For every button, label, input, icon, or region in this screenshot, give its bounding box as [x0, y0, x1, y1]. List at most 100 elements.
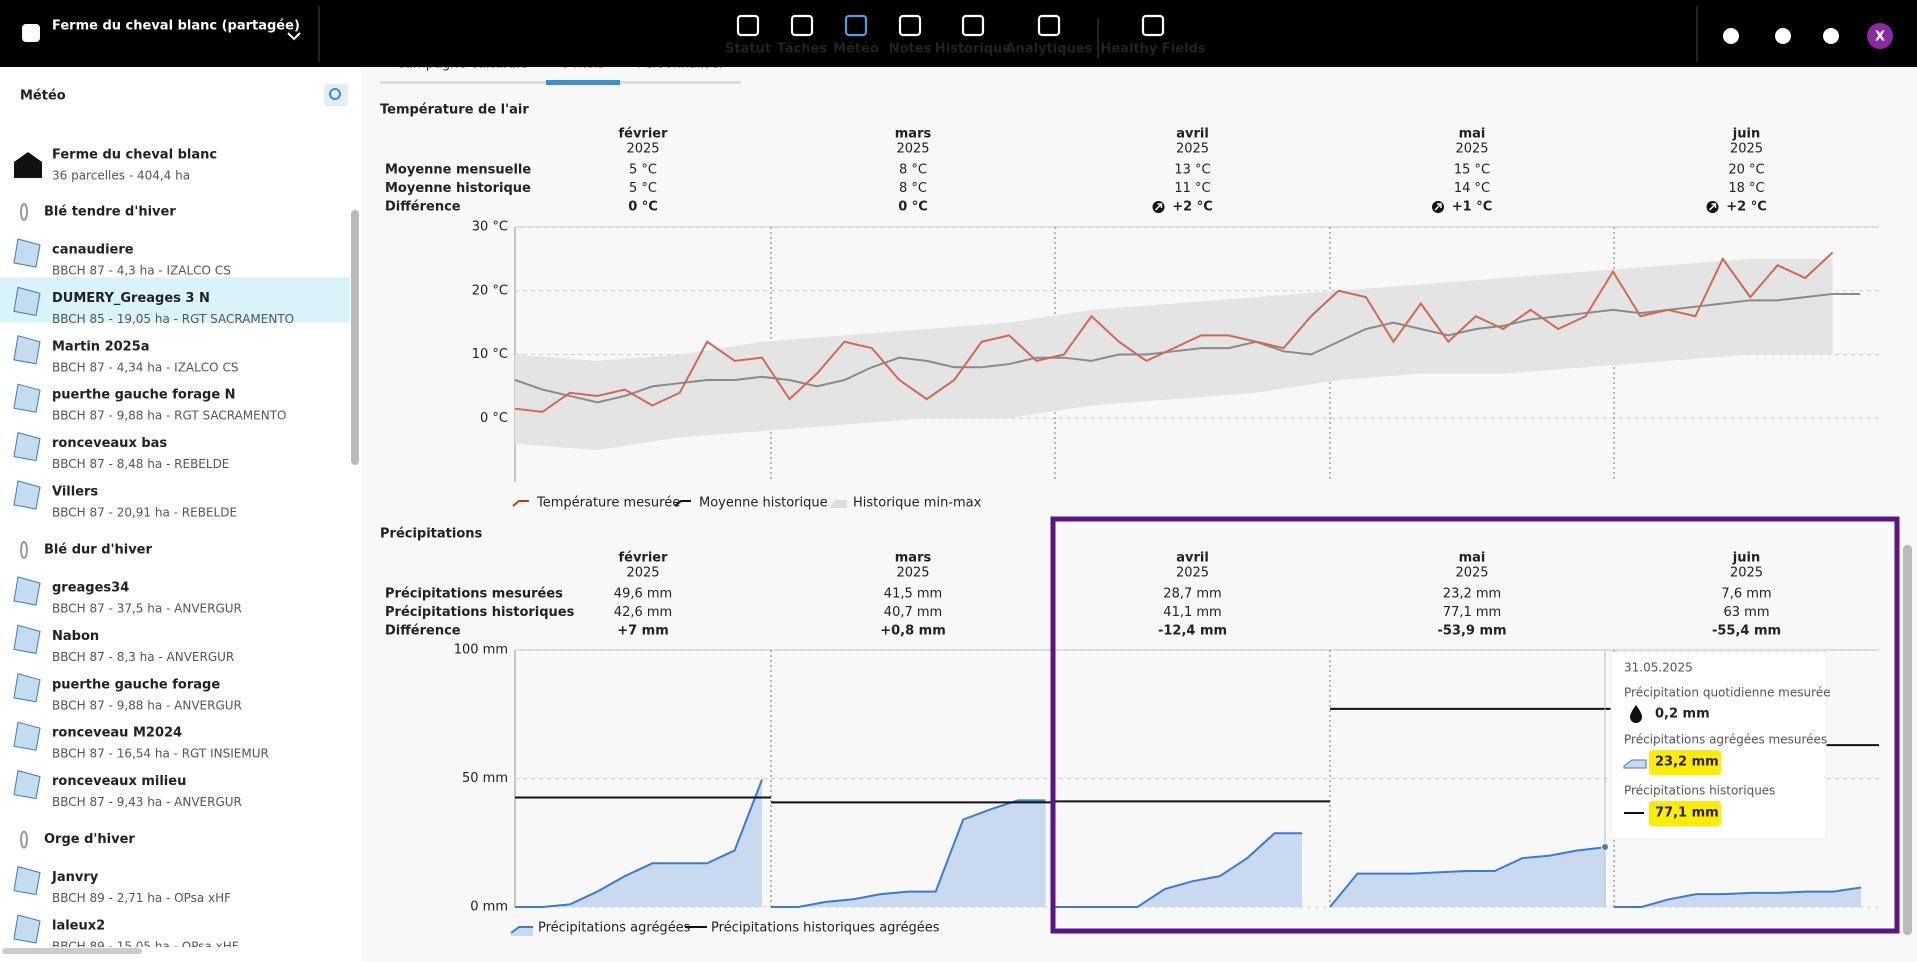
difference: +2 °C: [1726, 200, 1767, 215]
parcel-icon: [13, 865, 41, 896]
parcel-name[interactable]: Villers: [52, 485, 98, 500]
parcel-icon: [13, 721, 41, 751]
aggregated-area: [1055, 833, 1303, 907]
agg-icon: [1623, 759, 1647, 769]
nav-icon: [961, 14, 985, 37]
parcel-name[interactable]: Janvry: [51, 870, 99, 885]
legend-swatch: [674, 500, 691, 507]
farm-selector[interactable]: Ferme du cheval blanc (partagée): [52, 19, 300, 34]
parcel-icon: [13, 673, 41, 703]
month-name: mars: [895, 127, 932, 142]
historical: 42,6 mm: [614, 605, 672, 620]
parcel-name[interactable]: puerthe gauche forage: [52, 677, 220, 692]
header-icon[interactable]: [1823, 28, 1839, 44]
parcel-sub: BBCH 87 - 37,5 ha - ANVERGUR: [52, 602, 242, 616]
tooltip-aggregated-label: Précipitations agrégées mesurées: [1624, 733, 1827, 747]
nav-item[interactable]: Analytiques: [1006, 42, 1093, 57]
section-title: Température de l'air: [380, 103, 529, 118]
parcel-sub: BBCH 87 - 4,34 ha - IZALCO CS: [52, 360, 238, 374]
y-tick-label: 50 mm: [462, 771, 508, 786]
main-scrollbar[interactable]: [1903, 545, 1912, 935]
parcel-name[interactable]: ronceveau M2024: [52, 726, 182, 741]
group-name: Orge d'hiver: [44, 832, 135, 847]
crop-icon: [20, 541, 28, 559]
y-tick-label: 0 mm: [470, 900, 508, 915]
measured: 8 °C: [899, 163, 927, 178]
nav-item[interactable]: Météo: [833, 42, 879, 57]
nav-icon: [898, 14, 922, 37]
y-tick-label: 20 °C: [472, 283, 508, 298]
measured: 49,6 mm: [614, 587, 672, 602]
month-name: mars: [895, 551, 932, 566]
nav-item[interactable]: Tâches: [777, 42, 827, 57]
header-icon[interactable]: [1723, 28, 1739, 44]
parcel-icon: [13, 431, 41, 462]
month-name: juin: [1732, 127, 1760, 142]
parcel-name[interactable]: greages34: [52, 581, 129, 596]
user-initial: X: [1875, 30, 1885, 45]
difference: +0,8 mm: [880, 624, 946, 639]
legend-label: Moyenne historique: [699, 496, 828, 511]
legend-label: Précipitations historiques agrégées: [711, 921, 940, 936]
nav-item[interactable]: Historique: [935, 42, 1012, 57]
parcel-name[interactable]: laleux2: [52, 919, 105, 934]
parcel-sub: BBCH 87 - 20,91 ha - REBELDE: [52, 506, 237, 520]
farm-name[interactable]: Ferme du cheval blanc: [52, 148, 217, 163]
parcel-name[interactable]: ronceveaux milieu: [52, 774, 186, 789]
legend-label: Température mesurée: [536, 496, 680, 511]
historical-band: [515, 258, 1833, 451]
nav-item[interactable]: Notes: [889, 42, 932, 57]
measured: 23,2 mm: [1443, 587, 1501, 602]
parcel-name[interactable]: DUMERY_Greages 3 N: [52, 291, 210, 306]
nav-item[interactable]: Statut: [725, 42, 771, 57]
search-button[interactable]: [324, 84, 348, 106]
aggregated-line: [1055, 832, 1303, 908]
month-year: 2025: [1730, 142, 1763, 157]
historical-mean: [514, 292, 1861, 404]
search-icon: [329, 88, 341, 100]
historical: 40,7 mm: [884, 605, 942, 620]
h-scrollbar[interactable]: [2, 948, 142, 954]
trend-arrow: [1434, 203, 1442, 211]
aggregated-area: [1330, 847, 1605, 907]
sidebar-bg: [0, 60, 350, 962]
parcel-name[interactable]: canaudiere: [52, 243, 134, 258]
parcel-icon: [13, 624, 41, 654]
difference: 0 °C: [628, 200, 658, 215]
measured: 15 °C: [1454, 163, 1490, 178]
parcel-icon: [13, 576, 41, 606]
row-label: Précipitations historiques: [385, 605, 575, 620]
legend-label: Précipitations agrégées: [538, 921, 691, 936]
row-label: Différence: [385, 200, 461, 215]
nav-item[interactable]: Healthy Fields: [1100, 42, 1205, 57]
parcel-name[interactable]: ronceveaux bas: [52, 436, 167, 451]
difference: +2 °C: [1172, 200, 1213, 215]
month-year: 2025: [626, 566, 659, 581]
historical: 11 °C: [1174, 181, 1210, 196]
chevron[interactable]: [287, 32, 301, 41]
parcel-icon: [13, 914, 41, 944]
tooltip-daily-value: 0,2 mm: [1655, 707, 1710, 722]
user-avatar[interactable]: [1867, 23, 1893, 49]
sidebar-scrollbar[interactable]: [351, 210, 359, 465]
nav-icon: [844, 14, 868, 37]
nav-icon: [736, 14, 760, 37]
aggregated-line: [515, 779, 763, 908]
parcel-name[interactable]: puerthe gauche forage N: [52, 388, 236, 403]
parcel-icon: [13, 286, 41, 316]
nav-icon: [1037, 14, 1061, 37]
parcel-name[interactable]: Nabon: [52, 629, 99, 644]
parcel-icon: [13, 769, 41, 800]
month-year: 2025: [896, 566, 929, 581]
measured: 5 °C: [629, 163, 657, 178]
parcel-sub: BBCH 87 - 4,3 ha - IZALCO CS: [52, 264, 231, 278]
row-label: Différence: [385, 624, 461, 639]
group-name: Blé dur d'hiver: [44, 543, 152, 558]
parcel-icon: [13, 238, 41, 268]
aggregated-area: [515, 779, 763, 907]
parcel-sub: BBCH 89 - 15,05 ha - OPsa xHF: [52, 940, 239, 954]
parcel-name[interactable]: Martin 2025a: [52, 339, 150, 354]
y-tick-label: 100 mm: [454, 643, 508, 658]
header-icon[interactable]: [1775, 28, 1791, 44]
section-title: Précipitations: [380, 527, 483, 542]
